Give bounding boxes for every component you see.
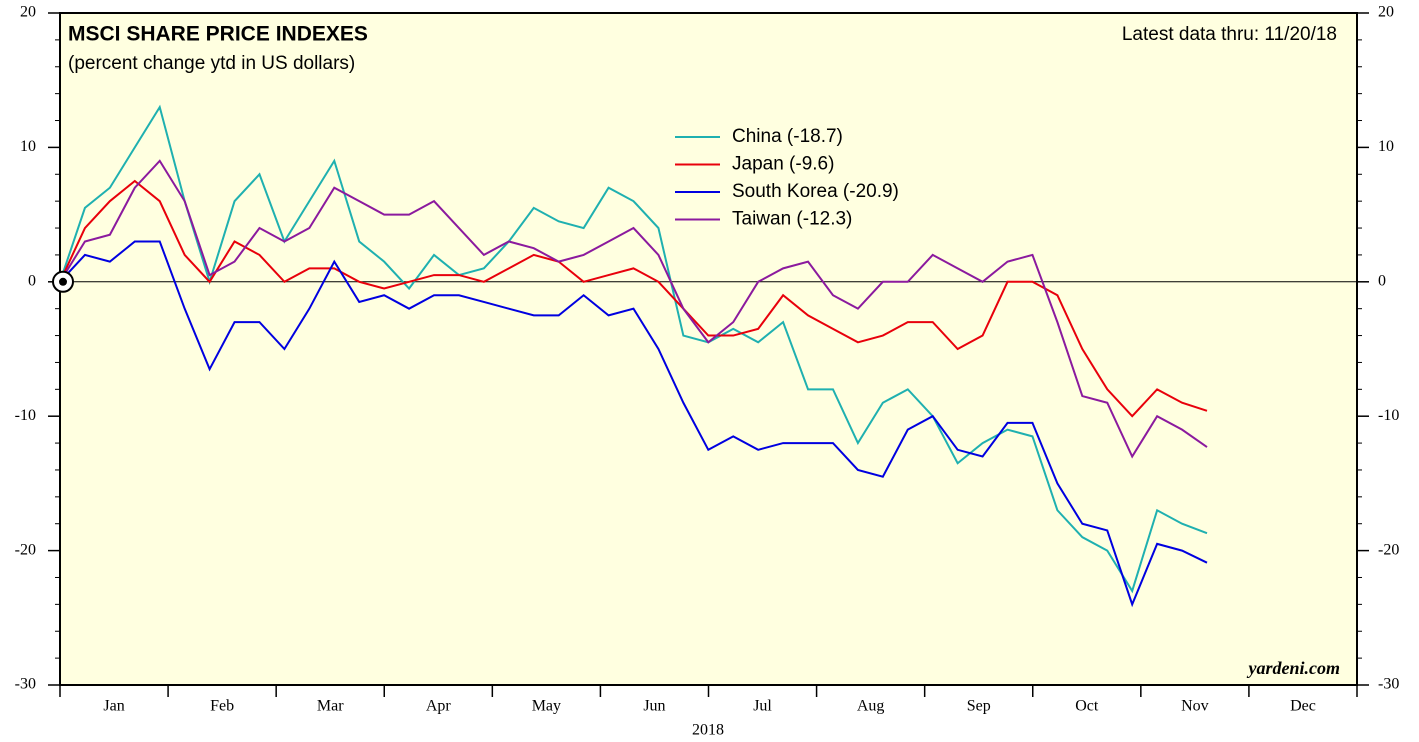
y2-tick-label: -10 — [1378, 407, 1399, 424]
legend-label: Taiwan (-12.3) — [732, 209, 852, 230]
x-tick-label: Jun — [643, 698, 665, 715]
y2-tick-label: -30 — [1378, 676, 1399, 693]
annotation: Latest data thru: 11/20/18 — [1122, 24, 1337, 45]
series-line — [59, 104, 1208, 594]
x-tick-label: Apr — [426, 698, 452, 715]
legend-label: China (-18.7) — [732, 126, 843, 147]
x-tick-label: May — [532, 698, 561, 715]
x-tick-label: Jul — [753, 698, 772, 715]
series-line — [59, 179, 1208, 418]
legend-label: Japan (-9.6) — [732, 154, 834, 175]
y-tick-label: 20 — [20, 4, 36, 21]
plot-area — [59, 12, 1358, 686]
y-tick-label: 10 — [20, 138, 36, 155]
x-tick-label: Feb — [210, 698, 234, 715]
x-tick-label: Aug — [857, 698, 885, 715]
x-tick-label: Dec — [1290, 698, 1316, 715]
y2-tick-label: -20 — [1378, 541, 1399, 558]
y-tick-label: -10 — [15, 407, 36, 424]
y2-tick-label: 20 — [1378, 4, 1394, 21]
x-tick-label: Jan — [103, 698, 124, 715]
y-tick-label: 0 — [28, 272, 36, 289]
x-tick-label: Oct — [1075, 698, 1099, 715]
chart-title: MSCI SHARE PRICE INDEXES — [68, 23, 368, 46]
x-tick-label: Nov — [1181, 698, 1209, 715]
x-axis-label: 2018 — [692, 722, 724, 739]
origin-dot — [59, 277, 67, 286]
y2-tick-label: 10 — [1378, 138, 1394, 155]
y-tick-label: -30 — [15, 676, 36, 693]
x-tick-label: Mar — [317, 698, 344, 715]
x-tick-label: Sep — [967, 698, 991, 715]
legend-label: South Korea (-20.9) — [732, 181, 899, 202]
y2-tick-label: 0 — [1378, 272, 1386, 289]
chart-subtitle: (percent change ytd in US dollars) — [68, 53, 355, 74]
series-line — [59, 159, 1208, 459]
source: yardeni.com — [1247, 658, 1341, 678]
y-tick-label: -20 — [15, 541, 36, 558]
series-line — [59, 240, 1208, 608]
